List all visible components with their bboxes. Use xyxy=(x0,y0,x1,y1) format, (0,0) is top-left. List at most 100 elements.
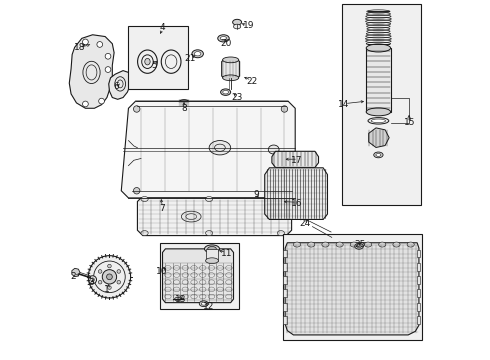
Ellipse shape xyxy=(204,245,220,253)
Polygon shape xyxy=(72,268,80,277)
Text: 14: 14 xyxy=(338,100,349,109)
Ellipse shape xyxy=(205,230,213,235)
Ellipse shape xyxy=(195,51,201,56)
Text: 21: 21 xyxy=(185,54,196,63)
Polygon shape xyxy=(122,101,295,198)
Ellipse shape xyxy=(365,242,371,247)
Text: 22: 22 xyxy=(246,77,258,86)
Text: 1: 1 xyxy=(104,285,110,294)
Ellipse shape xyxy=(308,242,315,247)
Ellipse shape xyxy=(281,106,288,112)
Polygon shape xyxy=(265,168,327,220)
Text: 2: 2 xyxy=(71,272,76,281)
Ellipse shape xyxy=(201,302,206,305)
Ellipse shape xyxy=(366,44,391,52)
Bar xyxy=(417,263,420,271)
Ellipse shape xyxy=(82,39,88,45)
Ellipse shape xyxy=(233,19,242,25)
Ellipse shape xyxy=(208,247,216,251)
Ellipse shape xyxy=(179,100,190,106)
Ellipse shape xyxy=(98,270,102,273)
Ellipse shape xyxy=(105,67,111,72)
Ellipse shape xyxy=(117,280,121,284)
Ellipse shape xyxy=(366,108,391,116)
Ellipse shape xyxy=(277,197,285,202)
Ellipse shape xyxy=(350,242,357,247)
Ellipse shape xyxy=(102,270,117,284)
Bar xyxy=(342,4,421,205)
Ellipse shape xyxy=(117,270,121,273)
Ellipse shape xyxy=(281,188,288,194)
Ellipse shape xyxy=(141,197,148,202)
Ellipse shape xyxy=(133,188,140,194)
Polygon shape xyxy=(69,35,114,108)
Ellipse shape xyxy=(218,35,229,42)
Text: 3: 3 xyxy=(88,278,94,287)
Text: 25: 25 xyxy=(354,240,366,249)
Ellipse shape xyxy=(336,242,343,247)
Text: 17: 17 xyxy=(291,156,303,165)
Text: 11: 11 xyxy=(221,249,233,258)
Bar xyxy=(417,289,420,297)
Bar xyxy=(417,249,420,257)
Ellipse shape xyxy=(108,264,111,268)
Ellipse shape xyxy=(133,106,140,112)
Text: 10: 10 xyxy=(156,267,168,276)
Polygon shape xyxy=(163,249,234,303)
Polygon shape xyxy=(109,71,131,99)
Ellipse shape xyxy=(379,242,386,247)
Polygon shape xyxy=(137,198,292,235)
Ellipse shape xyxy=(141,230,148,235)
Ellipse shape xyxy=(98,280,102,284)
Bar xyxy=(417,276,420,284)
Ellipse shape xyxy=(223,90,228,94)
Ellipse shape xyxy=(145,58,150,65)
Text: 4: 4 xyxy=(160,23,165,32)
Bar xyxy=(283,316,287,324)
Ellipse shape xyxy=(368,118,389,124)
Text: 6: 6 xyxy=(113,82,119,91)
Ellipse shape xyxy=(269,145,279,154)
Ellipse shape xyxy=(181,211,201,222)
Bar xyxy=(417,316,420,324)
Text: 5: 5 xyxy=(152,61,157,70)
Ellipse shape xyxy=(371,119,386,123)
Text: 8: 8 xyxy=(181,104,187,113)
Bar xyxy=(283,263,287,271)
Text: 9: 9 xyxy=(253,190,259,199)
Ellipse shape xyxy=(294,242,300,247)
Ellipse shape xyxy=(393,242,400,247)
Text: 7: 7 xyxy=(160,204,166,213)
Ellipse shape xyxy=(91,278,95,282)
Bar xyxy=(283,289,287,297)
Ellipse shape xyxy=(105,53,111,59)
Ellipse shape xyxy=(88,256,131,298)
Bar xyxy=(283,276,287,284)
Ellipse shape xyxy=(82,101,88,107)
Text: 12: 12 xyxy=(203,302,215,311)
Ellipse shape xyxy=(108,286,111,289)
Ellipse shape xyxy=(98,98,104,104)
Ellipse shape xyxy=(89,276,97,284)
Bar xyxy=(128,26,188,89)
Ellipse shape xyxy=(175,297,180,301)
Text: 20: 20 xyxy=(220,39,232,48)
Bar xyxy=(417,303,420,311)
Ellipse shape xyxy=(222,57,239,63)
Bar xyxy=(283,249,287,257)
Text: 16: 16 xyxy=(291,199,303,208)
Text: 18: 18 xyxy=(74,43,85,52)
Ellipse shape xyxy=(357,245,361,248)
Ellipse shape xyxy=(277,230,285,235)
Text: 19: 19 xyxy=(243,21,254,30)
Polygon shape xyxy=(285,243,419,335)
Bar xyxy=(160,243,239,309)
Bar xyxy=(205,249,219,261)
Polygon shape xyxy=(272,151,319,167)
Text: 24: 24 xyxy=(299,219,311,228)
Ellipse shape xyxy=(107,274,112,280)
Ellipse shape xyxy=(234,24,241,29)
Bar xyxy=(283,234,422,339)
Ellipse shape xyxy=(355,243,364,249)
Ellipse shape xyxy=(220,89,231,95)
